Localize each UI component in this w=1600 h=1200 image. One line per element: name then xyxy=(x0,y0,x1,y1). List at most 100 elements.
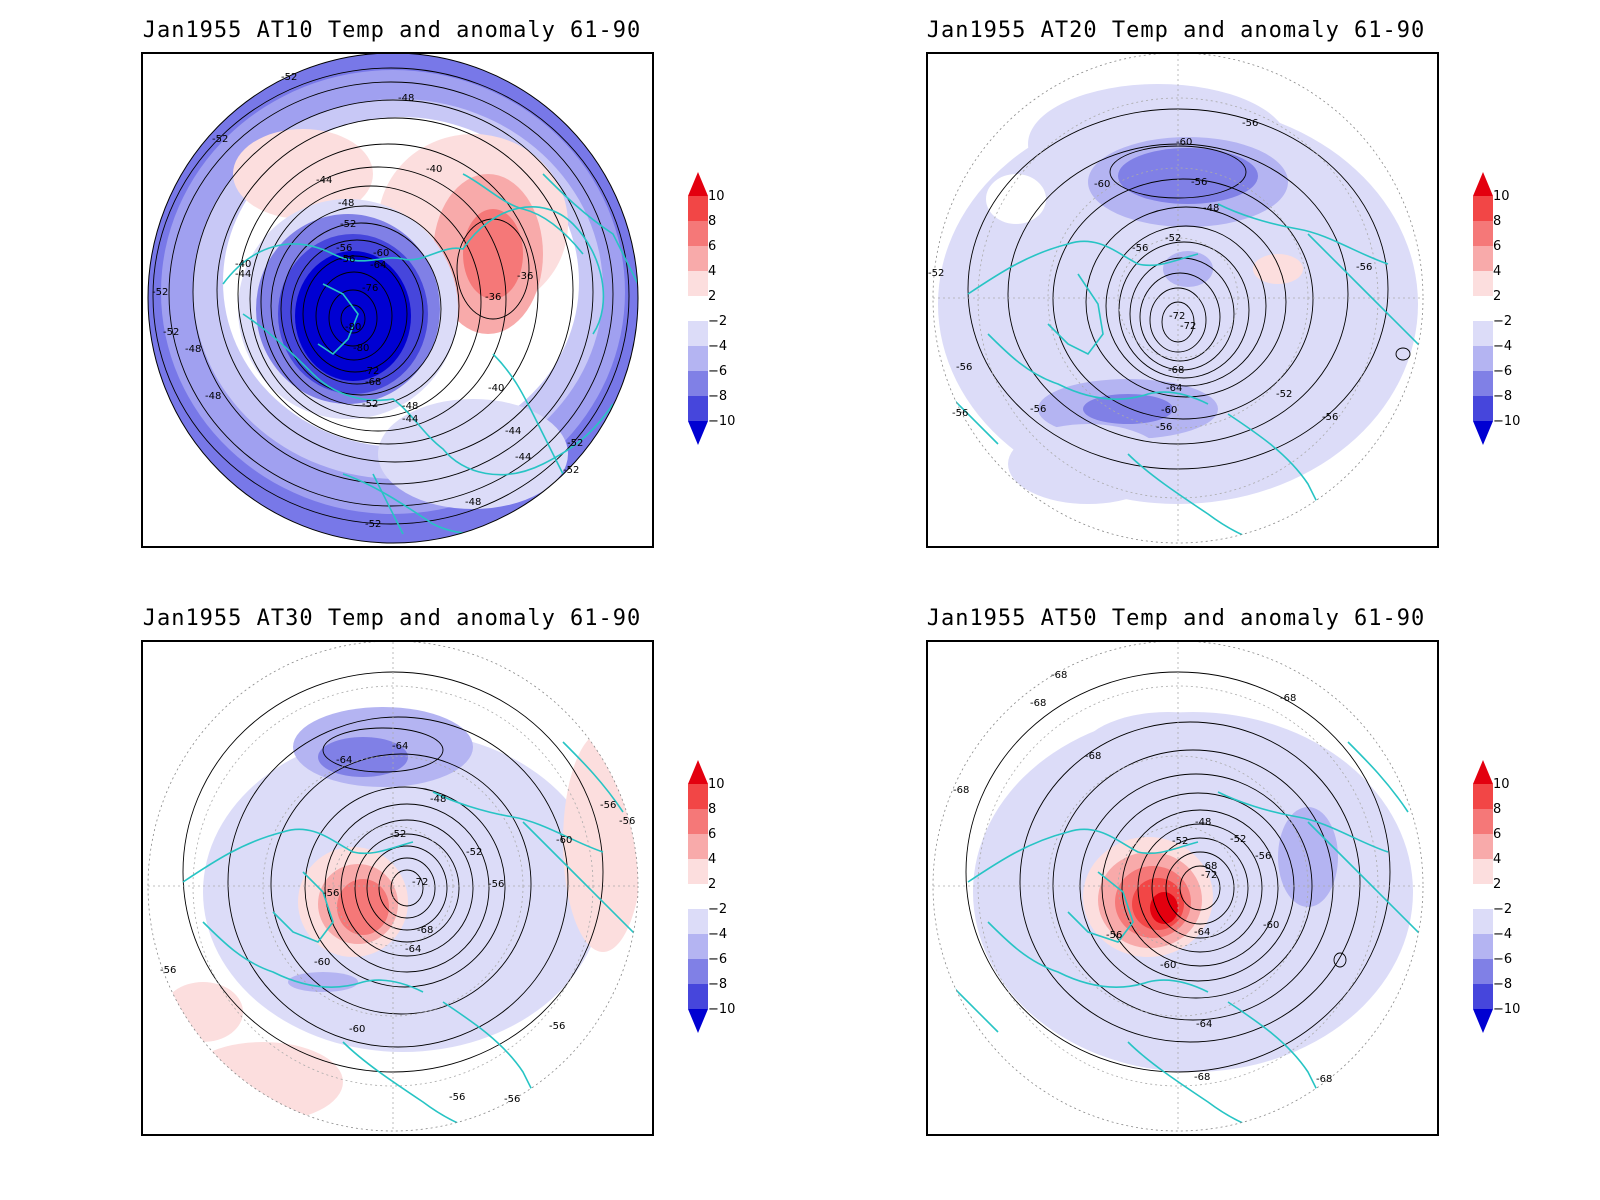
contour-label: -36 xyxy=(485,292,501,303)
contour-label: -60 xyxy=(556,835,572,846)
contour-label: -52 xyxy=(1276,389,1292,400)
colorbar-label: −2 xyxy=(1493,902,1513,917)
colorbar-label: −4 xyxy=(1493,927,1513,942)
contour-label: -60 xyxy=(1161,405,1177,416)
colorbar-svg xyxy=(1473,760,1493,1033)
contour-label: -56 xyxy=(956,362,972,373)
contour-label: -64 xyxy=(405,944,421,955)
contour-label: -56 xyxy=(504,1094,520,1105)
colorbar-label: 8 xyxy=(708,802,717,817)
colorbar-label: 10 xyxy=(708,189,725,204)
contour-label: -44 xyxy=(505,426,521,437)
colorbar-label: 4 xyxy=(708,264,717,279)
contour-label: -52 xyxy=(1165,233,1181,244)
map-svg-at20: -56 -60 -60 -56 -48 -52 -56 -72 -72 -68 … xyxy=(928,54,1424,544)
contour-label: -60 xyxy=(373,248,389,259)
contour-label: -68 xyxy=(953,785,969,796)
contour-label: -80 xyxy=(353,343,369,354)
contour-label: -60 xyxy=(349,1024,365,1035)
colorbar-label: −8 xyxy=(708,389,728,404)
colorbar-label: 4 xyxy=(1493,852,1502,867)
contour-label: -52 xyxy=(466,847,482,858)
contour-label: -60 xyxy=(314,957,330,968)
colorbar-label: 6 xyxy=(708,239,717,254)
colorbar-label: 6 xyxy=(1493,239,1502,254)
contour-label: -64 xyxy=(1166,383,1182,394)
contour-label: -72 xyxy=(1180,321,1196,332)
contour-label: -48 xyxy=(398,93,414,104)
contour-label: -52 xyxy=(163,327,179,338)
contour-label: -56 xyxy=(1356,262,1372,273)
contour-label: -56 xyxy=(488,879,504,890)
contour-label: -64 xyxy=(392,741,408,752)
colorbar-label: −6 xyxy=(1493,364,1513,379)
contour-label: -52 xyxy=(1172,836,1188,847)
contour-label: -52 xyxy=(563,465,579,476)
colorbar-label: 2 xyxy=(708,289,717,304)
colorbar-label: 2 xyxy=(1493,877,1502,892)
contour-label: -52 xyxy=(152,287,168,298)
contour-label: -80 xyxy=(345,322,361,333)
contour-label: -56 xyxy=(160,965,176,976)
contour-label: -60 xyxy=(1160,960,1176,971)
contour-label: -56 xyxy=(952,408,968,419)
contour-label: -36 xyxy=(517,271,533,282)
colorbar-label: 6 xyxy=(708,827,717,842)
contour-label: -76 xyxy=(362,283,378,294)
contour-label: -68 xyxy=(1030,698,1046,709)
colorbar-label: 10 xyxy=(1493,777,1510,792)
contour-label: -68 xyxy=(1201,861,1217,872)
polar-map-at10: -52 -48 -40 -44 -48 -52 -56 -60 -56 -64 … xyxy=(141,52,654,548)
contour-label: -68 xyxy=(1085,751,1101,762)
colorbar-label: −10 xyxy=(1493,414,1521,429)
contour-label: -68 xyxy=(1316,1074,1332,1085)
colorbar-at20: 10 8 6 4 2 −2 −4 −6 −8 −10 xyxy=(1473,172,1543,462)
contour-label: -52 xyxy=(212,134,228,145)
contour-label: -68 xyxy=(1051,670,1067,681)
contour-label: -52 xyxy=(362,399,378,410)
contour-label: -48 xyxy=(338,198,354,209)
contour-label: -40 xyxy=(235,259,251,270)
colorbar-label: −10 xyxy=(708,414,736,429)
contour-label: -56 xyxy=(1106,930,1122,941)
contour-label: -72 xyxy=(1169,311,1185,322)
contour-label: -68 xyxy=(365,377,381,388)
contour-label: -40 xyxy=(426,164,442,175)
polar-map-at50: -68 -68 -68 -68 -68 -48 -52 -52 -56 -68 … xyxy=(926,640,1439,1136)
colorbar-label: −4 xyxy=(708,927,728,942)
colorbar-svg xyxy=(688,760,708,1033)
contour-label: -56 xyxy=(449,1092,465,1103)
colorbar-label: 8 xyxy=(1493,214,1502,229)
colorbar-label: 8 xyxy=(1493,802,1502,817)
colorbar-at30: 10 8 6 4 2 −2 −4 −6 −8 −10 xyxy=(688,760,758,1050)
colorbar-label: −10 xyxy=(1493,1002,1521,1017)
colorbar-label: 2 xyxy=(708,877,717,892)
contour-label: -64 xyxy=(1194,927,1210,938)
colorbar-svg xyxy=(1473,172,1493,445)
contour-label: -68 xyxy=(1194,1072,1210,1083)
colorbar-label: 6 xyxy=(1493,827,1502,842)
polar-map-at20: -56 -60 -60 -56 -48 -52 -56 -72 -72 -68 … xyxy=(926,52,1439,548)
contour-label: -56 xyxy=(323,888,339,899)
contour-label: -56 xyxy=(1322,412,1338,423)
colorbar-label: −6 xyxy=(708,952,728,967)
colorbar-label: −4 xyxy=(1493,339,1513,354)
contour-label: -64 xyxy=(370,260,386,271)
contour-label: -56 xyxy=(1132,243,1148,254)
colorbar-label: −2 xyxy=(708,902,728,917)
contour-label: -48 xyxy=(465,497,481,508)
contour-label: -56 xyxy=(1156,422,1172,433)
contour-label: -68 xyxy=(1280,693,1296,704)
contour-label: -60 xyxy=(1094,179,1110,190)
contour-label: -60 xyxy=(1263,920,1279,931)
contour-label: -56 xyxy=(339,254,355,265)
panel-title-at20: Jan1955 AT20 Temp and anomaly 61-90 xyxy=(926,18,1426,43)
contour-label: -52 xyxy=(1230,834,1246,845)
contour-label: -72 xyxy=(1201,870,1217,881)
contour-label: -72 xyxy=(412,877,428,888)
colorbar-label: −6 xyxy=(1493,952,1513,967)
colorbar-label: 4 xyxy=(1493,264,1502,279)
colorbar-label: 8 xyxy=(708,214,717,229)
colorbar-label: 10 xyxy=(708,777,725,792)
contour-label: -60 xyxy=(1176,137,1192,148)
